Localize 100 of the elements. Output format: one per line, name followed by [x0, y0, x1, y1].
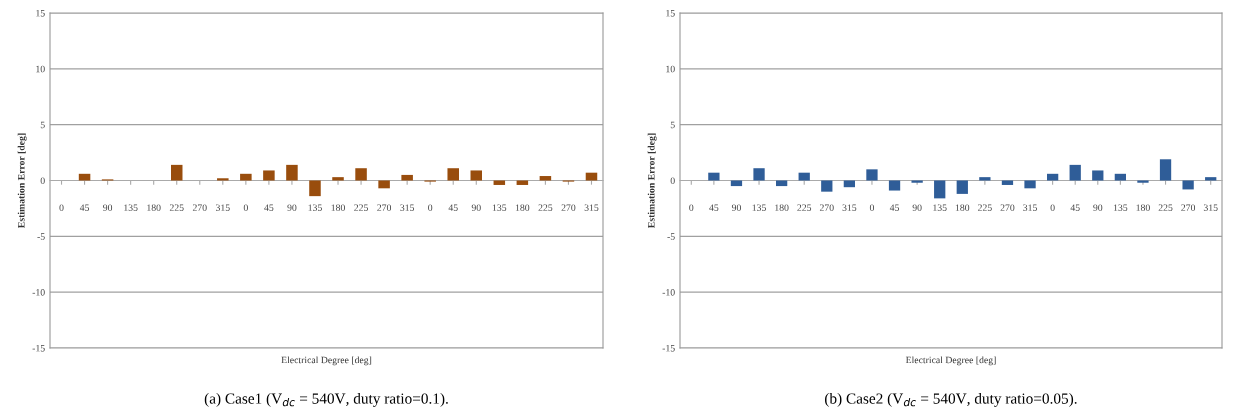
x-tick-label: 180	[515, 204, 530, 211]
x-tick-label: 0	[243, 204, 248, 211]
y-tick-label: 5	[40, 121, 45, 129]
x-axis-title: Electrical Degree [deg]	[905, 356, 996, 366]
x-tick-label: 0	[1050, 204, 1055, 211]
x-tick-label: 90	[1093, 204, 1103, 211]
bar	[263, 170, 275, 181]
y-axis-title: Estimation Error [deg]	[17, 133, 27, 228]
bar	[798, 172, 810, 181]
x-tick-label: 270	[377, 204, 392, 211]
x-tick-label: 180	[331, 204, 345, 211]
y-tick-label: 15	[36, 9, 45, 17]
text: (b) Case2 (V$_{dc}$ = 540V, duty ratio=0.05).	[825, 392, 1077, 407]
y-tick-label: -5	[37, 233, 45, 240]
x-tick-label: 45	[709, 204, 719, 211]
x-tick-label: 315	[1023, 204, 1037, 211]
bar	[821, 180, 833, 192]
x-tick-label: 315	[584, 204, 599, 211]
bar	[447, 168, 459, 181]
x-tick-label: 45	[889, 204, 900, 211]
x-tick-label: 135	[492, 204, 507, 211]
bar	[934, 180, 946, 199]
x-tick-label: 180	[1136, 204, 1150, 211]
bar	[539, 176, 552, 181]
bar	[979, 177, 991, 181]
y-axis-title: Estimation Error [deg]	[647, 133, 657, 228]
x-axis-title: Electrical Degree [deg]	[281, 356, 372, 366]
x-tick-label: 90	[912, 204, 922, 211]
y-tick-label: 0	[670, 177, 675, 184]
y-tick-label: 10	[36, 65, 45, 73]
bar	[866, 169, 878, 181]
y-tick-label: 10	[666, 65, 675, 73]
x-tick-label: 45	[264, 204, 274, 211]
bar	[309, 180, 321, 197]
bar	[956, 180, 968, 194]
x-tick-label: 225	[538, 204, 553, 211]
y-tick-label: -15	[662, 344, 675, 352]
bar	[470, 170, 483, 181]
x-tick-label: 0	[869, 204, 875, 211]
x-tick-label: 270	[1000, 204, 1015, 211]
x-tick-label: 180	[147, 204, 161, 211]
x-tick-label: 270	[192, 204, 207, 211]
x-tick-label: 315	[400, 204, 415, 211]
x-tick-label: 90	[471, 204, 481, 211]
x-tick-label: 90	[103, 204, 113, 211]
y-tick-label: -10	[662, 289, 675, 296]
bar	[240, 173, 252, 181]
bar	[1024, 180, 1036, 189]
x-tick-label: 225	[169, 204, 184, 211]
x-tick-label: 135	[1113, 204, 1128, 211]
bar	[753, 168, 765, 181]
x-tick-label: 0	[689, 204, 694, 211]
x-tick-label: 315	[842, 204, 857, 211]
bar	[911, 180, 923, 183]
bar	[585, 172, 598, 181]
x-tick-label: 0	[428, 204, 433, 211]
bar	[78, 173, 91, 181]
bar	[1069, 164, 1081, 181]
y-tick-label: -15	[32, 344, 45, 352]
x-tick-label: 135	[308, 204, 322, 211]
bar	[1046, 173, 1059, 181]
bar	[1182, 180, 1194, 190]
bar	[286, 164, 298, 181]
x-tick-label: 90	[287, 204, 297, 211]
x-tick-label: 0	[59, 204, 64, 211]
x-tick-label: 135	[933, 204, 947, 211]
x-tick-label: 45	[448, 204, 458, 211]
bar	[888, 180, 901, 191]
x-tick-label: 315	[215, 204, 230, 211]
x-tick-label: 90	[731, 204, 741, 211]
x-tick-label: 270	[561, 204, 576, 211]
x-tick-label: 180	[955, 204, 970, 211]
y-tick-label: -5	[667, 233, 675, 240]
x-tick-label: 45	[79, 204, 90, 211]
bar	[401, 174, 413, 181]
x-tick-label: 270	[819, 204, 834, 211]
x-tick-label: 135	[124, 204, 138, 211]
y-tick-label: 5	[670, 121, 675, 129]
x-tick-label: 135	[752, 204, 766, 211]
y-tick-label: 15	[666, 9, 675, 17]
x-tick-label: 225	[797, 204, 812, 211]
bar	[708, 172, 720, 181]
y-tick-label: -10	[32, 289, 45, 296]
bar	[332, 177, 344, 181]
x-tick-label: 315	[1203, 204, 1218, 211]
x-tick-label: 225	[978, 204, 992, 211]
bar	[1114, 173, 1127, 181]
text: (a) Case1 (V$_{dc}$ = 540V, duty ratio=0.1).	[204, 392, 448, 407]
bar	[1205, 177, 1217, 181]
bar	[378, 180, 390, 189]
x-tick-label: 270	[1181, 204, 1196, 211]
bar	[1137, 180, 1149, 183]
x-tick-label: 45	[1070, 204, 1080, 211]
bar	[1159, 159, 1172, 181]
x-tick-label: 225	[354, 204, 368, 211]
bar	[1092, 170, 1104, 181]
bar	[217, 178, 229, 181]
x-tick-label: 225	[1158, 204, 1173, 211]
x-tick-label: 180	[775, 204, 789, 211]
bar	[170, 164, 183, 181]
